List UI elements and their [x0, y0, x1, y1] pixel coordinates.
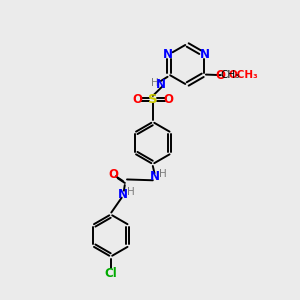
Text: OCH₃: OCH₃: [228, 70, 258, 80]
Text: H: H: [159, 169, 167, 179]
Text: S: S: [148, 93, 158, 106]
Text: Cl: Cl: [104, 267, 117, 280]
Text: H: H: [151, 78, 158, 88]
Text: O: O: [132, 93, 142, 106]
Text: CH₃: CH₃: [220, 70, 240, 80]
Text: H: H: [127, 187, 135, 197]
Text: O: O: [163, 93, 173, 106]
Text: N: N: [163, 48, 173, 61]
Text: N: N: [200, 48, 210, 61]
Text: N: N: [156, 78, 166, 91]
Text: N: N: [150, 170, 160, 183]
Text: O: O: [216, 69, 226, 82]
Text: O: O: [108, 168, 118, 181]
Text: N: N: [118, 188, 128, 200]
